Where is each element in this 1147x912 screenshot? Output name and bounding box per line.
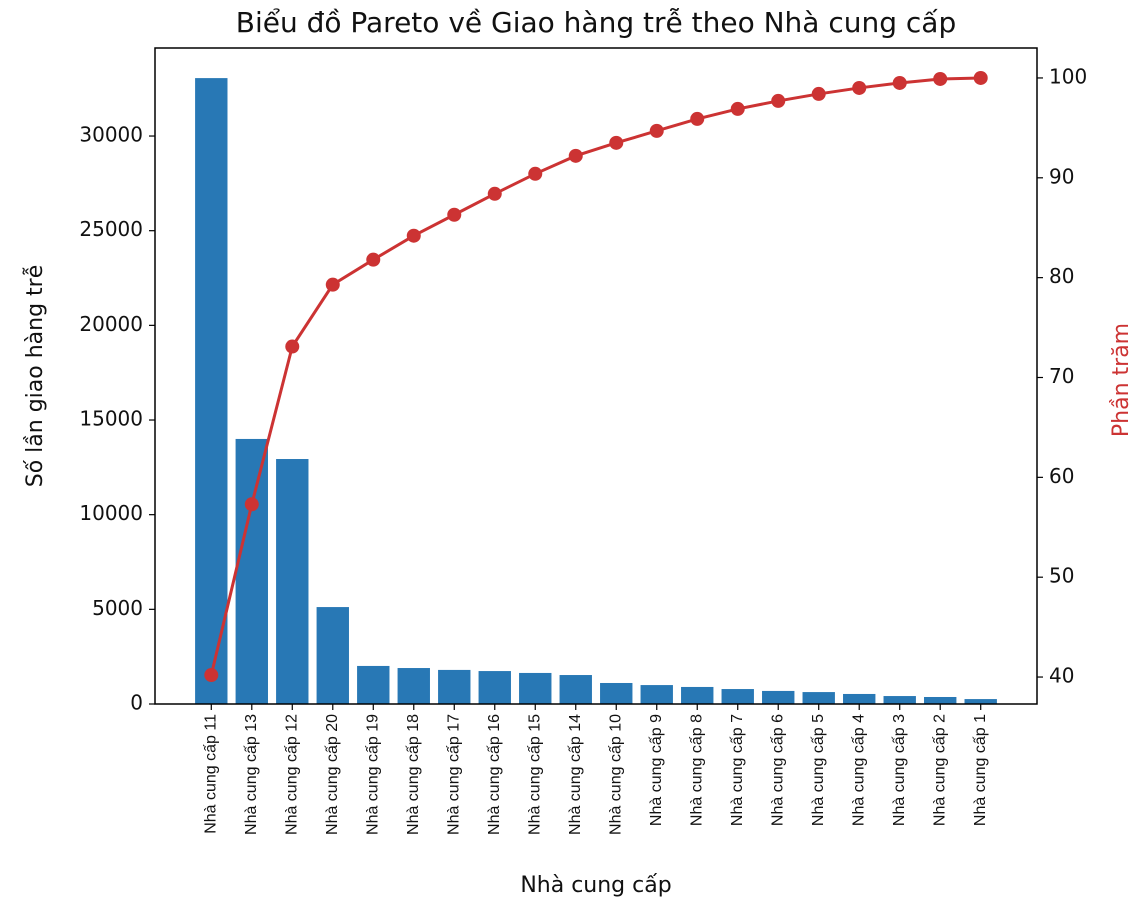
line-point — [406, 228, 421, 243]
line-point — [811, 86, 826, 101]
x-tick-label: Nhà cung cấp 16 — [486, 714, 503, 835]
x-tick-label: Nhà cung cấp 13 — [243, 714, 260, 835]
line-point — [771, 93, 786, 108]
y-tick-label: 25000 — [79, 217, 143, 241]
bar — [762, 690, 795, 704]
line-point — [649, 123, 664, 138]
plot-frame — [154, 47, 1038, 705]
bar — [195, 78, 228, 704]
x-tick-label: Nhà cung cấp 7 — [729, 714, 746, 826]
x-tick-label: Nhà cung cấp 9 — [648, 714, 665, 826]
line-point — [204, 668, 219, 683]
bar — [883, 696, 916, 704]
x-tick-label: Nhà cung cấp 5 — [810, 714, 827, 826]
line-point — [609, 135, 624, 150]
bar — [478, 671, 511, 704]
y2-tick-label: 60 — [1049, 464, 1074, 488]
x-tick-label: Nhà cung cấp 8 — [688, 714, 705, 826]
line-point — [973, 70, 988, 85]
y-tick-label: 0 — [130, 691, 143, 715]
line — [209, 76, 981, 676]
x-tick-label: Nhà cung cấp 18 — [405, 714, 422, 835]
bar — [357, 665, 390, 704]
bar — [276, 459, 309, 704]
y2-tick-label: 50 — [1049, 564, 1074, 588]
x-tick-label: Nhà cung cấp 2 — [931, 714, 948, 826]
y2-tick-label: 40 — [1049, 664, 1074, 688]
x-tick-label: Nhà cung cấp 17 — [445, 714, 462, 835]
bar — [438, 669, 471, 704]
line-point — [487, 186, 502, 201]
y2-tick-label: 70 — [1049, 364, 1074, 388]
line-point — [892, 75, 907, 90]
bar — [681, 686, 714, 704]
bar — [924, 696, 957, 704]
line-point — [690, 111, 705, 126]
line-point — [730, 101, 745, 116]
x-tick-label: Nhà cung cấp 19 — [364, 714, 381, 835]
y-tick-label: 30000 — [79, 123, 143, 147]
y-tick-label: 10000 — [79, 501, 143, 525]
y2-tick-label: 90 — [1049, 164, 1074, 188]
bar — [964, 699, 997, 704]
y2-tick-label: 100 — [1049, 64, 1087, 88]
bar — [397, 668, 430, 704]
line-point — [244, 497, 259, 512]
line-point — [285, 339, 300, 354]
x-tick-label: Nhà cung cấp 11 — [203, 714, 220, 834]
chart-title: Biểu đồ Pareto về Giao hàng trễ theo Nhà… — [236, 6, 957, 39]
line-point — [568, 148, 583, 163]
x-tick-label: Nhà cung cấp 4 — [850, 714, 867, 826]
x-tick-label: Nhà cung cấp 12 — [283, 714, 300, 835]
bar — [519, 672, 552, 704]
line-point — [366, 252, 381, 267]
x-tick-label: Nhà cung cấp 20 — [324, 714, 341, 835]
y2-tick-label: 80 — [1049, 264, 1074, 288]
x-tick-label: Nhà cung cấp 3 — [891, 714, 908, 826]
line-point — [325, 277, 340, 292]
bar — [316, 607, 349, 704]
x-axis-label: Nhà cung cấp — [520, 873, 671, 898]
y-axis-label: Số lần giao hàng trễ — [22, 265, 48, 488]
bar — [559, 675, 592, 704]
y-tick-label: 5000 — [92, 596, 143, 620]
line-point — [528, 166, 543, 181]
bar — [843, 693, 876, 704]
bar — [721, 689, 754, 704]
x-tick-label: Nhà cung cấp 14 — [567, 714, 584, 835]
bar — [600, 682, 633, 704]
x-tick-label: Nhà cung cấp 6 — [769, 714, 786, 826]
y-tick-label: 15000 — [79, 407, 143, 431]
line-point — [933, 71, 948, 86]
line-point — [852, 80, 867, 95]
bar — [640, 685, 673, 704]
bar — [235, 438, 268, 704]
x-tick-label: Nhà cung cấp 10 — [607, 714, 624, 835]
y2-axis-label: Phần trăm — [1109, 323, 1134, 437]
y-tick-label: 20000 — [79, 312, 143, 336]
bar — [802, 692, 835, 704]
x-tick-label: Nhà cung cấp 15 — [526, 714, 543, 835]
x-tick-label: Nhà cung cấp 1 — [972, 714, 989, 826]
line-point — [447, 207, 462, 222]
